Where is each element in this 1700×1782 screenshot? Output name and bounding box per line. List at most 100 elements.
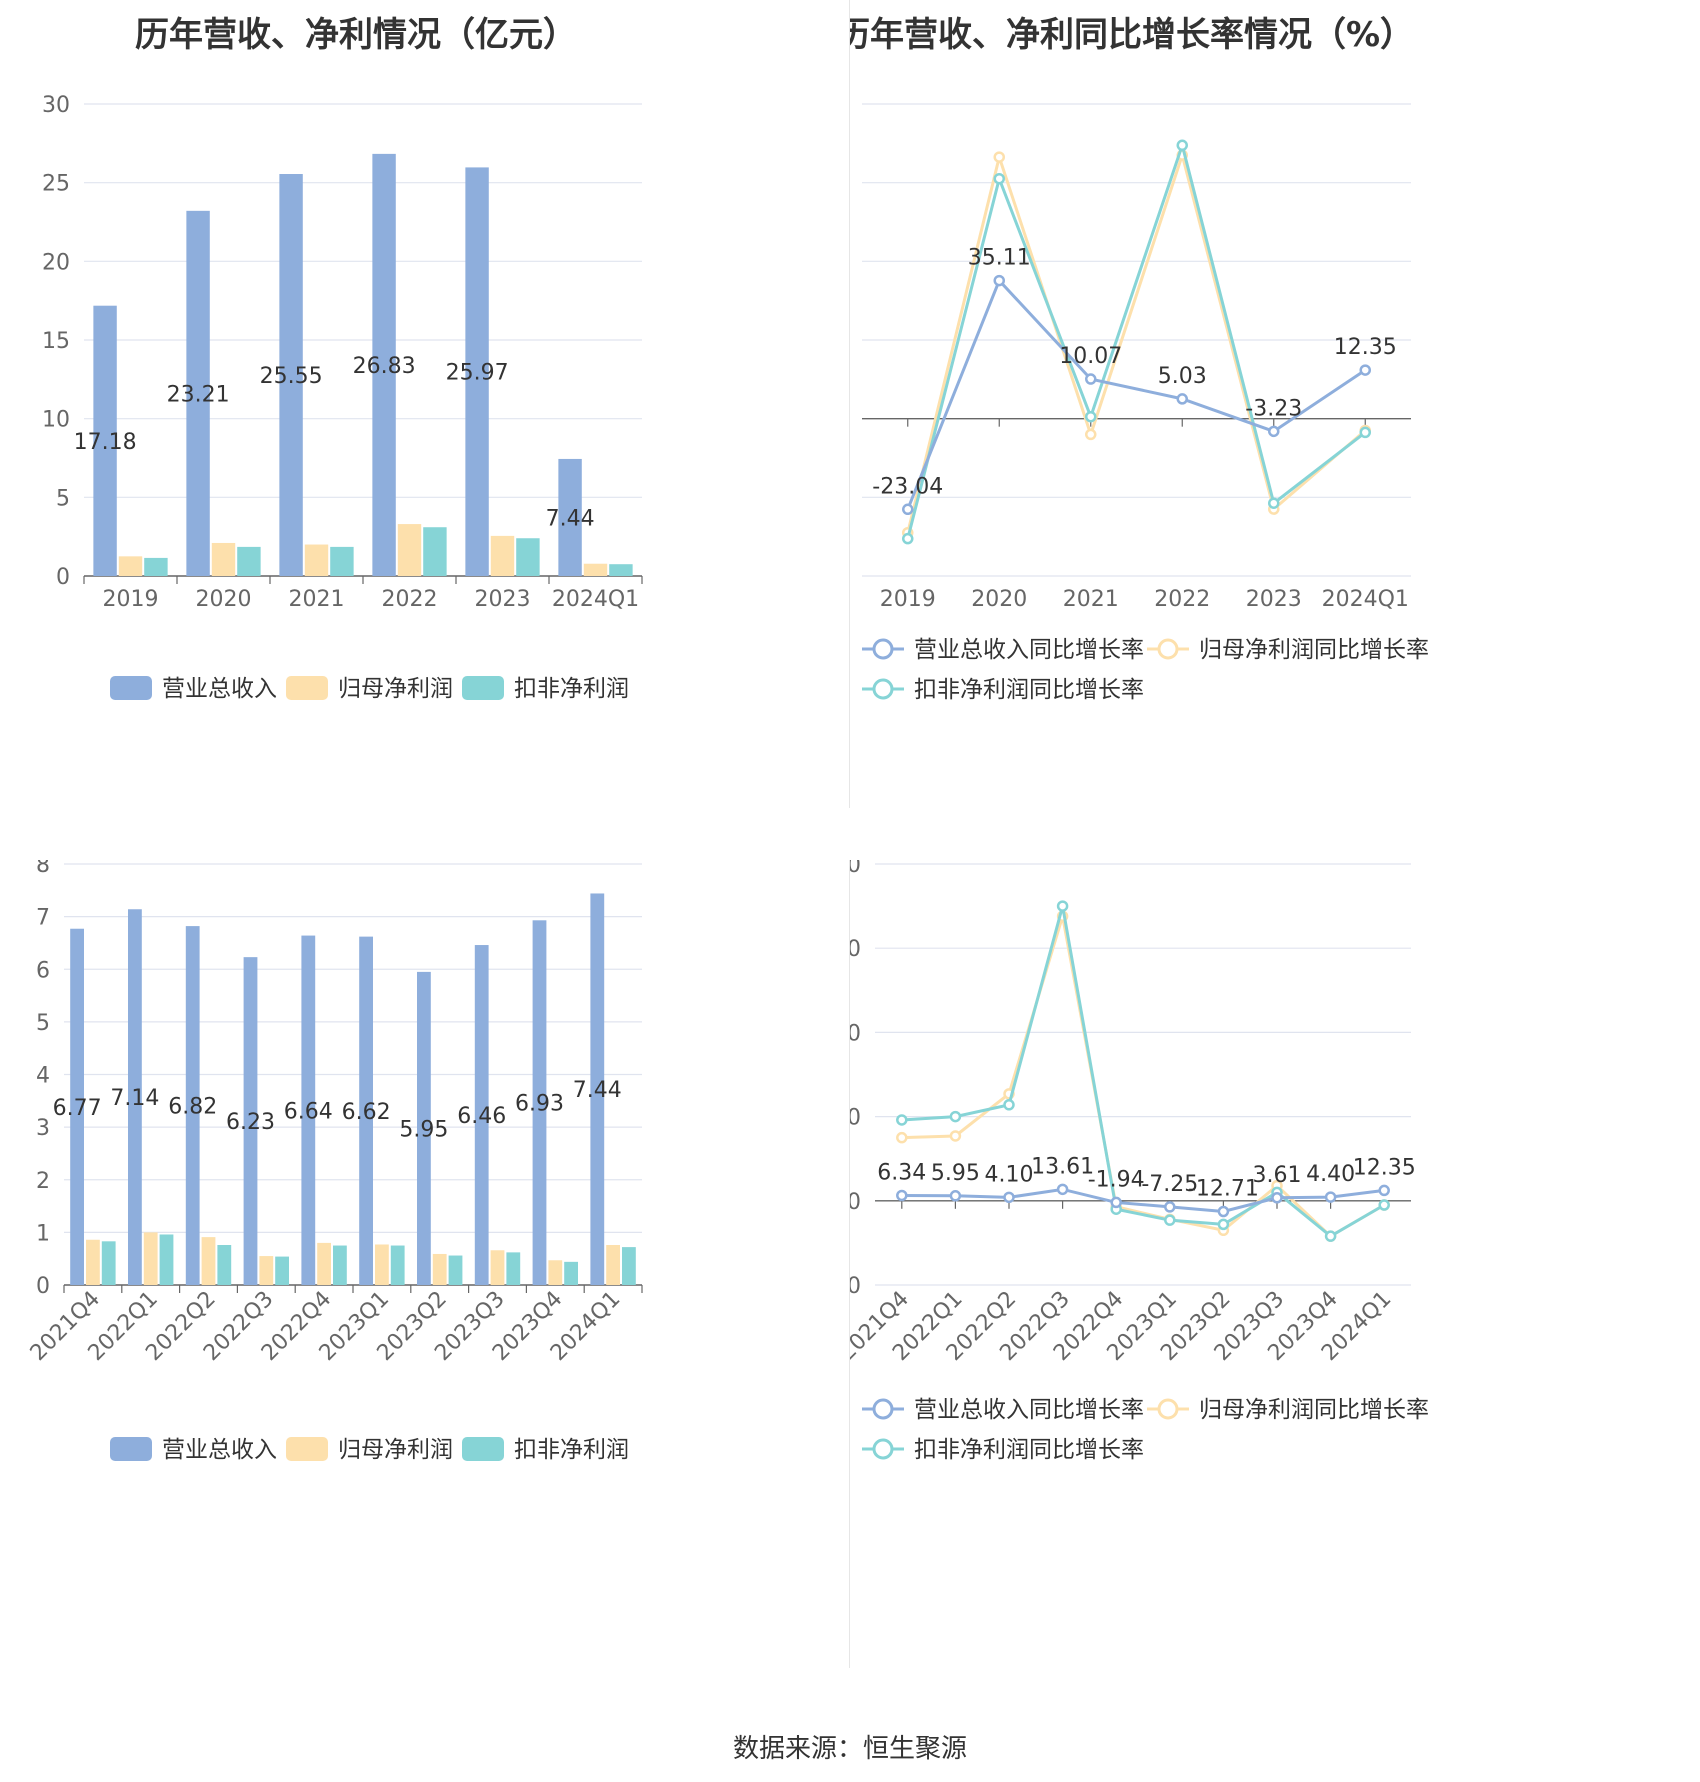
legend-label: 营业总收入 — [162, 1437, 277, 1463]
data-label: 7.44 — [573, 1078, 622, 1103]
annual-revenue-profit-chart: 历年营收、净利情况（亿元） 0 5 10 15 20 25 30 2019 2020 2021 202… — [0, 0, 850, 860]
bar-deducted-profit — [101, 1241, 116, 1285]
data-point — [1268, 497, 1280, 509]
data-point — [902, 503, 914, 516]
data-point — [896, 1189, 908, 1202]
bar-net-profit — [118, 556, 143, 576]
bar-revenue — [558, 458, 582, 576]
legend-label: 扣非净利润同比增长率 — [914, 1437, 1144, 1463]
series-line-deducted-profit-growth — [901, 905, 1385, 1238]
y-tick-label: 8 — [36, 860, 50, 878]
data-label: -1.94 — [1088, 1167, 1145, 1192]
legend-swatch-marker — [1157, 1398, 1179, 1420]
bar-net-profit — [490, 535, 515, 576]
bar-net-profit — [201, 1237, 216, 1285]
data-label: 6.23 — [226, 1110, 275, 1135]
y-tick-label: 20 — [42, 250, 70, 275]
legend-swatch — [110, 1437, 152, 1461]
quarterly-revenue-profit-chart: 营收、净利季度变动情况（亿元）0123456782021Q42022Q12022… — [0, 860, 850, 1720]
data-label: 23.21 — [167, 382, 230, 407]
data-point — [993, 274, 1005, 287]
data-point — [1176, 139, 1188, 152]
y-tick-label: 400 — [850, 860, 861, 878]
data-point — [896, 1114, 908, 1126]
data-point — [1003, 1191, 1015, 1204]
bar-revenue — [417, 971, 431, 1285]
data-point — [1359, 426, 1371, 439]
data-point — [1085, 410, 1097, 423]
bar-revenue — [465, 167, 489, 576]
data-label: 3.61 — [1253, 1163, 1302, 1188]
data-label: 7.14 — [110, 1086, 159, 1111]
data-point — [949, 1190, 962, 1202]
data-label: 5.95 — [399, 1117, 448, 1142]
data-point — [1359, 364, 1371, 376]
bar-revenue — [301, 935, 316, 1285]
legend-swatch-marker — [872, 1398, 894, 1420]
bar-net-profit — [583, 563, 608, 576]
series-line-net-profit-growth — [906, 149, 1367, 534]
data-label: 6.34 — [877, 1160, 926, 1185]
data-label: 7.44 — [546, 506, 595, 531]
y-tick-label: 100 — [850, 1106, 861, 1131]
chart-title: 历年营收、净利情况（亿元） — [135, 15, 577, 55]
data-point — [949, 1110, 962, 1123]
data-label: 35.11 — [968, 246, 1031, 271]
data-label: 26.83 — [353, 354, 416, 379]
legend-swatch — [286, 1437, 328, 1461]
y-tick-label: 4 — [36, 1064, 50, 1089]
data-source-note: 数据来源：恒生聚源 — [732, 1734, 967, 1764]
data-point — [1056, 900, 1069, 912]
bar-deducted-profit — [159, 1234, 174, 1285]
bar-deducted-profit — [609, 564, 633, 576]
bar-net-profit — [606, 1245, 620, 1285]
data-label: 6.62 — [342, 1100, 391, 1125]
quarterly-revenue-profit-svg: 营收、净利季度变动情况（亿元）0123456782021Q42022Q12022… — [26, 860, 643, 1463]
data-label: 12.35 — [1334, 335, 1397, 360]
bar-deducted-profit — [330, 546, 354, 576]
bar-deducted-profit — [423, 527, 447, 576]
bar-revenue — [93, 305, 117, 576]
legend-label: 营业总收入同比增长率 — [914, 637, 1144, 663]
data-label: 25.97 — [446, 361, 509, 386]
data-label: -3.23 — [1245, 396, 1302, 421]
bar-revenue — [590, 893, 605, 1285]
annual-growth-rate-chart: 历年营收、净利同比增长率情况（%）-40-2002040608020192020… — [850, 0, 1700, 860]
bar-revenue — [359, 936, 374, 1285]
y-tick-label: 6 — [36, 958, 50, 983]
data-point — [1085, 373, 1097, 385]
bar-deducted-profit — [516, 538, 540, 576]
y-tick-label: 10 — [42, 408, 70, 433]
bar-revenue — [243, 957, 258, 1285]
series-line-deducted-profit-growth — [906, 140, 1367, 540]
y-tick-label: 25 — [42, 172, 70, 197]
data-label: 10.07 — [1059, 344, 1122, 369]
x-tick-label: 2019 — [103, 587, 159, 612]
x-tick-label: 2021 — [289, 587, 345, 612]
legend-swatch — [462, 676, 504, 700]
series-line-revenue-growth — [901, 1187, 1385, 1214]
legend-swatch — [462, 1437, 504, 1461]
quarterly-growth-rate-svg: 营收、净利同比增长率季度变动情况（%）-10001002003004002021… — [850, 860, 1429, 1463]
bar-net-profit — [432, 1253, 447, 1285]
legend-label: 扣非净利润同比增长率 — [914, 677, 1144, 703]
legend-label: 营业总收入 — [162, 676, 277, 702]
bar-net-profit — [375, 1244, 389, 1285]
bar-net-profit — [86, 1239, 100, 1285]
bar-deducted-profit — [448, 1255, 463, 1285]
data-label: 17.18 — [74, 430, 137, 455]
data-point — [1217, 1205, 1230, 1218]
data-point — [1268, 425, 1280, 438]
legend-swatch-marker — [872, 1438, 894, 1460]
bar-net-profit — [548, 1260, 563, 1285]
bar-net-profit — [259, 1256, 274, 1285]
data-label: 12.35 — [1353, 1155, 1416, 1180]
x-tick-label: 2024Q1 — [552, 587, 639, 612]
annual-revenue-profit-svg: 历年营收、净利情况（亿元） 0 5 10 15 20 25 30 2019 2020 2021 202… — [42, 15, 643, 702]
bar-revenue — [70, 928, 85, 1285]
legend-swatch — [110, 676, 152, 700]
data-point — [1003, 1099, 1015, 1111]
x-tick-label: 2020 — [971, 587, 1027, 612]
bar-net-profit — [304, 544, 329, 576]
bar-deducted-profit — [621, 1247, 636, 1285]
